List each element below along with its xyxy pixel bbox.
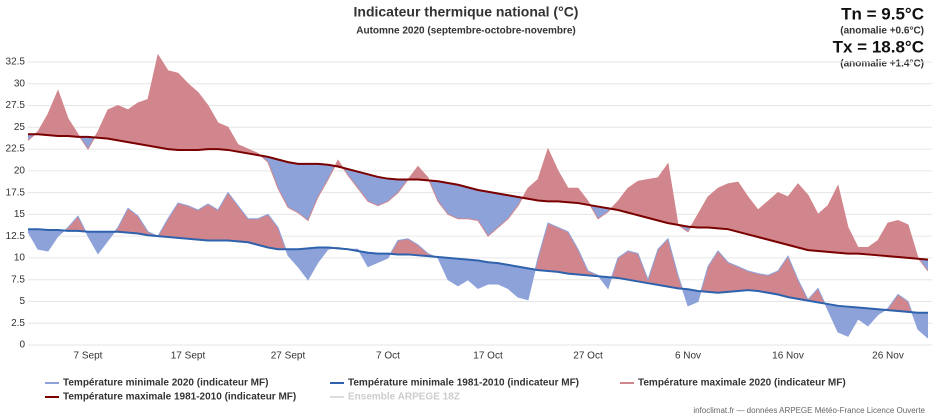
series-line [27,53,929,272]
cold-anomaly-area [28,229,928,339]
y-tick-label: 2.5 [11,318,25,329]
legend-label: Température maximale 1981-2010 (indicate… [63,392,296,403]
x-tick-label: 7 Oct [376,351,400,362]
y-tick-label: 25 [14,122,26,133]
x-tick-label: 6 Nov [675,351,701,362]
x-tick-label: 27 Sept [271,351,306,362]
y-tick-label: 12.5 [6,231,26,242]
series-line [27,191,929,339]
chart-title: Indicateur thermique national (°C) [354,4,579,20]
y-tick-label: 15 [14,209,26,220]
y-tick-label: 17.5 [6,187,26,198]
tx-anomaly: (anomalie +1.4°C) [840,59,924,70]
y-tick-label: 30 [14,78,26,89]
y-tick-label: 0 [19,340,25,351]
x-tick-label: 16 Nov [772,351,804,362]
y-tick-label: 10 [14,253,26,264]
x-tick-label: 17 Oct [473,351,503,362]
series-line [28,228,928,314]
legend-label: Température minimale 2020 (indicateur MF… [63,378,268,389]
series-line [28,133,929,261]
y-tick-label: 22.5 [6,144,26,155]
y-tick-label: 5 [19,296,25,307]
x-tick-label: 7 Sept [74,351,103,362]
legend-label: Température maximale 2020 (indicateur MF… [638,378,846,389]
tn-anomaly: (anomalie +0.6°C) [840,26,924,37]
x-tick-label: 27 Oct [573,351,603,362]
tx-summary: Tx = 18.8°C [833,37,924,56]
credit: infoclimat.fr — données ARPEGE Météo-Fra… [693,406,925,415]
tn-summary: Tn = 9.5°C [841,4,924,23]
y-tick-label: 20 [14,165,26,176]
legend-label: Ensemble ARPEGE 18Z [348,392,460,403]
legend-label: Température minimale 1981-2010 (indicate… [348,378,579,389]
x-tick-label: 26 Nov [872,351,904,362]
y-tick-label: 7.5 [11,274,25,285]
warm-anomaly-area [28,55,928,260]
y-tick-label: 27.5 [6,100,26,111]
x-tick-label: 17 Sept [171,351,206,362]
y-tick-label: 32.5 [6,57,26,68]
chart-subtitle: Automne 2020 (septembre-octobre-novembre… [356,26,576,37]
